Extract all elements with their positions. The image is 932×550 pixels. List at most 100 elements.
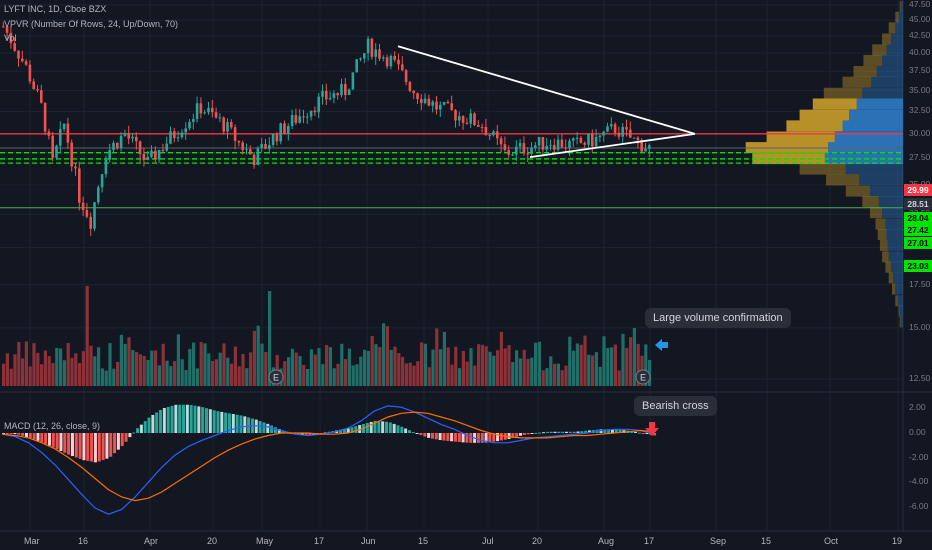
macd-histogram-bar	[109, 433, 113, 457]
volume-bar	[5, 353, 9, 386]
vpvr-up-bar	[845, 163, 903, 175]
volume-bar	[245, 368, 249, 386]
volume-bar	[112, 368, 116, 386]
candle-body	[138, 141, 142, 155]
candle-body	[431, 101, 434, 106]
horizontal-levels	[0, 133, 903, 209]
volume-bar	[492, 355, 496, 386]
volume-bar	[397, 353, 401, 386]
candle-body	[157, 149, 161, 160]
vpvr-up-bar	[849, 109, 903, 121]
macd-histogram-bar	[453, 433, 457, 442]
volume-bar	[169, 366, 173, 386]
descending-trendline	[397, 45, 696, 135]
candle-body	[568, 140, 571, 148]
volume-bar	[214, 359, 218, 386]
macd-histogram-bar	[239, 415, 243, 433]
candle-body	[279, 123, 282, 142]
macd-histogram-bar	[247, 417, 251, 433]
volume-bar	[416, 361, 420, 386]
candle-body	[363, 53, 366, 59]
macd-histogram-bar	[182, 404, 186, 433]
candle-body	[237, 140, 241, 143]
volume-bar	[165, 360, 169, 386]
macd-histogram-bar	[21, 433, 25, 436]
vpvr-up-bar	[899, 305, 903, 317]
macd-histogram-bar	[557, 431, 561, 433]
volume-bar	[374, 344, 378, 386]
volume-bar	[119, 334, 123, 386]
candle-body	[389, 55, 393, 67]
candle-body	[47, 131, 51, 136]
symbol-legend[interactable]: LYFT INC, 1D, Cboe BZX	[4, 4, 107, 14]
candle-body	[154, 150, 157, 160]
macd-legend[interactable]: MACD (12, 26, close, 9)	[4, 421, 101, 431]
macd-histogram-bar	[296, 433, 300, 435]
candle-body	[579, 137, 583, 143]
candle-body	[613, 124, 617, 133]
vpvr-up-bar	[887, 239, 903, 251]
candle-body	[260, 143, 263, 148]
volume-bar	[575, 343, 579, 386]
macd-histogram-bar	[553, 431, 557, 433]
volume-bar	[116, 361, 120, 386]
candlestick-series	[2, 21, 651, 236]
macd-histogram-bar	[607, 429, 611, 433]
candle-body	[515, 146, 518, 155]
volume-bar	[340, 343, 344, 386]
volume-bar	[496, 350, 500, 386]
volume-legend[interactable]: Vol	[4, 33, 17, 43]
macd-histogram-bar	[227, 413, 231, 433]
macd-histogram-bar	[208, 409, 212, 433]
candle-body	[283, 123, 286, 134]
vpvr-up-bar	[859, 174, 903, 186]
macd-histogram-bar	[603, 429, 607, 433]
macd-histogram-bar	[319, 433, 323, 434]
volume-bar	[549, 356, 553, 386]
vpvr-legend[interactable]: VPVR (Number Of Rows, 24, Up/Down, 70)	[4, 19, 179, 29]
candle-body	[344, 83, 347, 95]
time-tick-label: 20	[207, 536, 218, 546]
volume-bar	[138, 354, 142, 386]
macd-histogram-bar	[220, 411, 224, 433]
volume-bar	[78, 363, 82, 386]
volume-bar	[51, 363, 55, 386]
macd-histogram-bar	[128, 433, 132, 438]
candle-body	[340, 83, 343, 96]
candle-body	[36, 89, 39, 91]
volume-bar	[359, 356, 363, 386]
macd-histogram-bar	[9, 433, 13, 434]
macd-histogram-bar	[346, 428, 350, 433]
macd-histogram-bar	[587, 430, 591, 433]
candle-body	[454, 110, 457, 121]
candle-body	[412, 90, 415, 94]
macd-histogram-bar	[304, 433, 308, 436]
macd-histogram-bar	[630, 431, 634, 433]
macd-histogram-bar	[476, 433, 480, 443]
vpvr-down-bar	[823, 87, 863, 99]
macd-histogram-bar	[457, 433, 461, 442]
time-tick-label: 15	[761, 536, 772, 546]
vpvr-down-bar	[842, 76, 872, 88]
vpvr-up-bar	[886, 228, 903, 240]
candle-body	[347, 89, 351, 95]
vpvr-down-bar	[872, 44, 887, 56]
candle-body	[97, 187, 100, 203]
volume-bar	[366, 351, 370, 386]
macd-histogram-bar	[82, 433, 86, 461]
vpvr-down-bar	[899, 316, 901, 328]
time-tick-label: Jun	[361, 536, 376, 546]
volume-bar	[195, 368, 199, 386]
volume-bar	[454, 346, 458, 386]
volume-bar	[564, 365, 568, 386]
candle-body	[131, 136, 134, 139]
signal-line	[1, 411, 655, 502]
candle-body	[328, 97, 332, 100]
macd-histogram-bar	[381, 421, 385, 433]
volume-bar	[579, 344, 583, 386]
macd-histogram-bar	[266, 423, 270, 433]
macd-histogram-bar	[499, 433, 503, 441]
volume-bar	[142, 355, 146, 386]
macd-histogram-bar	[584, 430, 588, 433]
volume-bar	[146, 359, 150, 386]
